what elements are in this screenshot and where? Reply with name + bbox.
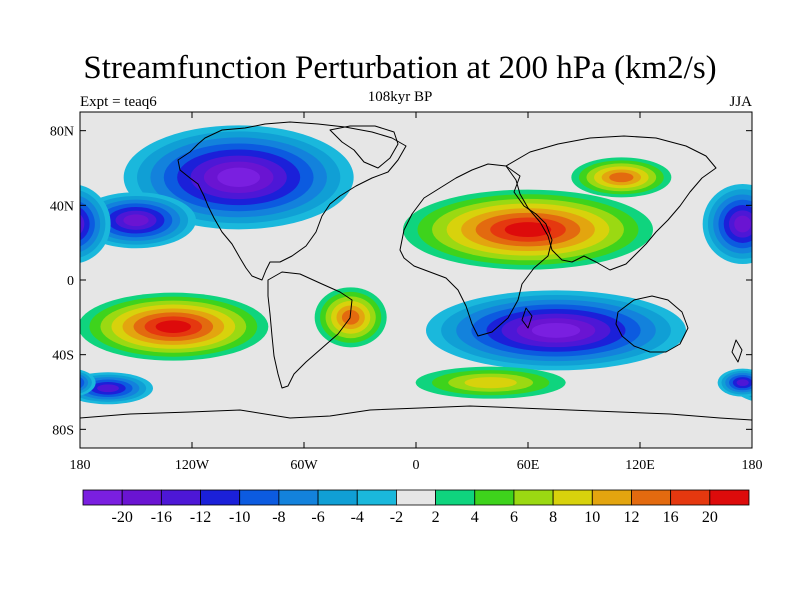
colorbar-label: 6 [510,509,518,526]
colorbar-label: 10 [584,509,600,526]
contour-band [62,216,79,233]
colorbar-label: 8 [549,509,557,526]
contour-field [62,125,800,405]
lat-tick-label: 40S [52,349,74,364]
colorbar-label: 4 [471,509,479,526]
lon-tick-label: 120W [175,458,210,473]
contour-band [504,222,552,238]
contour-band [464,377,517,389]
colorbar-swatch [631,489,672,506]
contour-band [748,383,752,394]
contour-band [155,320,192,333]
coast-antarctica [80,405,752,421]
colorbar-swatch [356,489,397,506]
contour-band [531,322,581,338]
colorbar-label: 12 [623,509,639,526]
contour-band [769,384,791,392]
colorbar-swatch [670,489,711,506]
contour-band [762,382,797,395]
colorbar-swatch [552,489,593,506]
colorbar-label: 2 [432,509,440,526]
colorbar-label: -12 [190,509,211,526]
period-label: 108kyr BP [367,89,433,105]
coast-new-zealand [731,339,743,363]
colorbar-label: -10 [229,509,250,526]
contour-band [123,214,149,227]
contour-band [217,167,261,188]
lat-tick-label: 80N [50,125,74,140]
contour-band [80,207,90,241]
colorbar-swatch [513,489,554,506]
lon-tick-label: 180 [70,458,91,473]
colorbar-swatch [317,489,358,506]
colorbar-swatch [200,489,241,506]
coast-greenland [329,125,399,169]
colorbar-swatch [591,489,632,506]
contour-band [609,172,634,183]
coast-europe-africa [399,163,553,337]
colorbar-label: -4 [351,509,364,526]
colorbar-swatch [396,489,436,506]
lon-tick-label: 60E [517,458,540,473]
colorbar-label: -20 [112,509,133,526]
colorbar-swatch [474,489,515,506]
axis-ticks: 80N 40N 0 40S 80S 180 120W 60W 0 60E 120E 180 [50,112,763,473]
coast-south-america [267,271,353,389]
colorbar-swatch [121,489,162,506]
season-label: JJA [729,94,752,110]
colorbar-swatch [435,489,476,506]
colorbar-label: -8 [272,509,285,526]
lon-tick-label: 0 [413,458,420,473]
plot-title: Streamfunction Perturbation at 200 hPa (… [83,50,717,86]
lat-tick-label: 80S [52,423,74,438]
lon-tick-label: 120E [625,458,655,473]
contour-band [755,380,800,397]
contour-band [736,379,749,387]
contour-band [65,379,77,386]
lon-tick-label: 180 [742,458,763,473]
coast-asia [505,135,717,271]
experiment-label: Expt = teaq6 [80,94,157,110]
lat-tick-label: 40N [50,199,74,214]
contour-band [80,380,81,385]
coastlines [80,121,752,421]
colorbar-label: -2 [390,509,403,526]
contour-band [341,310,360,325]
colorbar-swatch [160,489,201,506]
colorbar-swatch [82,489,123,506]
colorbar-swatch [278,489,319,506]
contour-band [97,384,119,393]
contour-band [734,215,752,233]
colorbar: -20 -16 -12 -10 -8 -6 -4 -2 2 4 6 8 10 12 16 20 [82,489,750,526]
contour-band [80,377,85,389]
coast-australia [615,295,689,353]
colorbar-swatch [239,489,280,506]
colorbar-label: 20 [702,509,718,526]
colorbar-swatch [709,489,750,506]
colorbar-label: 16 [663,509,679,526]
lon-tick-label: 60W [290,458,318,473]
coast-north-america [177,121,407,281]
contour-band [80,213,85,235]
lat-tick-label: 0 [67,274,74,289]
colorbar-label: -6 [311,509,324,526]
colorbar-label: -16 [151,509,172,526]
coast-madagascar [521,307,533,329]
